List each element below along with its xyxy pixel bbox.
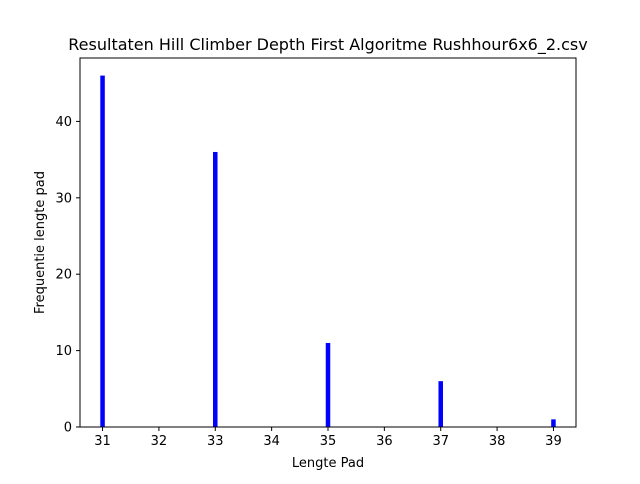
x-tick-label: 33 (207, 434, 224, 449)
y-tick-label: 10 (55, 344, 72, 359)
y-tick-label: 40 (55, 115, 72, 130)
y-tick-label: 30 (55, 191, 72, 206)
y-tick-label: 20 (55, 268, 72, 283)
bars-group (100, 75, 556, 427)
y-tick-label: 0 (64, 421, 72, 436)
x-tick-label: 34 (263, 434, 280, 449)
x-axis-label: Lengte Pad (292, 456, 364, 471)
x-tick-label: 38 (489, 434, 506, 449)
y-axis-label: Frequentie lengte pad (33, 171, 48, 314)
bar-37 (438, 381, 443, 427)
bar-39 (551, 419, 556, 427)
x-tick-label: 32 (151, 434, 168, 449)
x-tick-label: 36 (376, 434, 393, 449)
x-tick-label: 37 (432, 434, 449, 449)
y-axis-ticks: 0 10 20 30 40 (55, 115, 80, 436)
chart-title: Resultaten Hill Climber Depth First Algo… (68, 35, 587, 55)
x-tick-label: 35 (320, 434, 337, 449)
x-tick-label: 31 (94, 434, 111, 449)
x-tick-label: 39 (545, 434, 562, 449)
bar-35 (325, 342, 331, 427)
x-axis-ticks: 31 32 33 34 35 36 37 38 39 (94, 427, 562, 449)
bar-31 (100, 75, 105, 427)
bar-33 (213, 151, 218, 427)
